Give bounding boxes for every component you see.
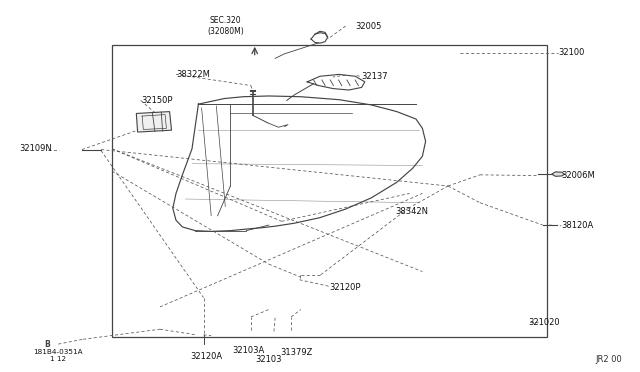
Bar [112, 45, 547, 337]
Text: 32120A: 32120A [190, 352, 222, 360]
Text: 31379Z: 31379Z [280, 348, 312, 357]
Text: 38120A: 38120A [561, 221, 593, 230]
Text: 181B4-0351A: 181B4-0351A [33, 349, 83, 355]
Text: 32100: 32100 [558, 48, 584, 57]
Polygon shape [552, 172, 564, 176]
Text: 32120P: 32120P [330, 283, 361, 292]
Text: JR2 00: JR2 00 [595, 355, 622, 364]
Text: 32137: 32137 [362, 72, 388, 81]
Text: 32006M: 32006M [561, 171, 595, 180]
Text: 32150P: 32150P [141, 96, 172, 105]
Text: SEC.320
(32080M): SEC.320 (32080M) [207, 16, 244, 36]
Text: B: B [44, 340, 49, 349]
Text: 38322M: 38322M [176, 70, 210, 79]
Text: 38342N: 38342N [396, 207, 429, 216]
Text: 321020: 321020 [528, 318, 559, 327]
Text: 32103: 32103 [255, 355, 282, 364]
Text: 1 12: 1 12 [49, 356, 66, 362]
Text: 32005: 32005 [355, 22, 381, 31]
Polygon shape [136, 112, 172, 132]
Text: 32103A: 32103A [232, 346, 264, 355]
Text: 32109N: 32109N [19, 144, 52, 153]
